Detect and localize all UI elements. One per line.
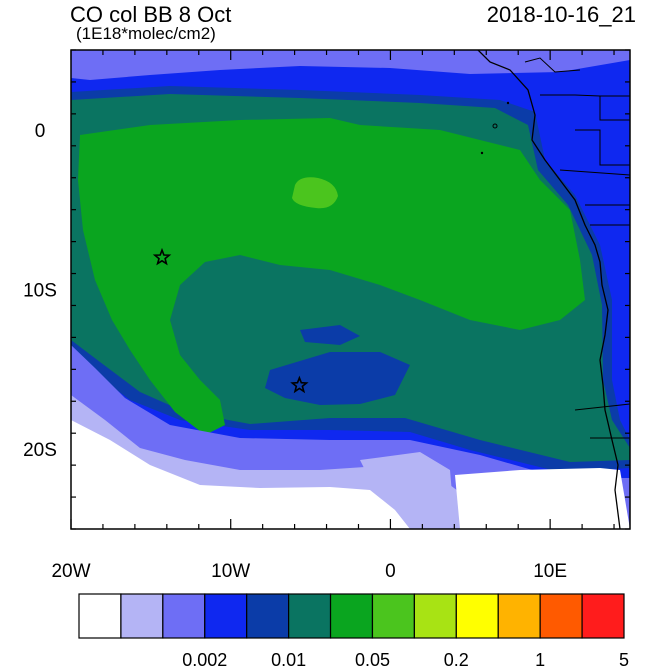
island-3	[506, 101, 510, 105]
colorbar-swatch	[162, 593, 206, 639]
field-southeast-blank	[455, 468, 630, 529]
field-south-lightest-2	[360, 452, 455, 529]
colorbar-swatch	[371, 593, 415, 639]
map-datetime: 2018-10-16_21	[486, 2, 636, 27]
colorbar-swatch	[246, 593, 290, 639]
colorbar-label: 0.002	[182, 650, 227, 667]
colorbar-swatch	[413, 593, 457, 639]
island-1	[492, 123, 498, 129]
field-south-dark-patch	[265, 352, 410, 405]
africa-coastline	[477, 50, 621, 529]
map-markers	[152, 247, 309, 394]
map-title: CO col BB 8 Oct	[70, 2, 232, 27]
star-marker-1	[152, 247, 172, 266]
colorbar-swatch	[204, 593, 248, 639]
colorbar-label: 5	[619, 650, 629, 667]
y-tick-label: 10S	[23, 281, 57, 302]
x-tick-label: 10E	[533, 561, 567, 582]
field-north-light-band	[71, 50, 630, 80]
star-marker-2	[290, 375, 309, 394]
colorbar-swatch	[120, 593, 164, 639]
colorbar-swatch	[581, 593, 625, 639]
field-green-region	[78, 118, 585, 435]
colorbar-label: 0.05	[355, 650, 390, 667]
axis-labels: 20W 10W 0 10E 0 10S 20S	[23, 121, 567, 582]
axis-ticks	[70, 49, 630, 530]
colorbar-swatch	[78, 593, 122, 639]
x-tick-label: 10W	[211, 561, 250, 582]
field-mid-patch	[300, 325, 360, 345]
map-units: (1E18*molec/cm2)	[76, 24, 216, 43]
field-southwest-blank	[71, 420, 410, 529]
colorbar-labels: 0.002 0.01 0.05 0.2 1 5	[182, 650, 629, 667]
colorbar-label: 1	[535, 650, 545, 667]
colorbar-swatch	[497, 593, 541, 639]
colorbar-swatch	[329, 593, 374, 639]
colorbar	[78, 593, 625, 639]
x-tick-label: 20W	[51, 561, 90, 582]
plot-frame	[70, 49, 631, 530]
y-tick-label: 0	[35, 121, 46, 142]
colorbar-label: 0.01	[271, 650, 306, 667]
field-bright-green-patch	[292, 177, 338, 209]
colorbar-label: 0.2	[444, 650, 469, 667]
colorbar-swatch	[539, 593, 583, 639]
y-tick-label: 20S	[23, 440, 57, 461]
colorbar-swatch	[455, 593, 499, 639]
country-borders	[524, 57, 630, 439]
x-tick-label: 0	[385, 561, 396, 582]
data-field	[71, 50, 630, 529]
island-2	[480, 151, 484, 155]
colorbar-swatch	[288, 593, 332, 639]
